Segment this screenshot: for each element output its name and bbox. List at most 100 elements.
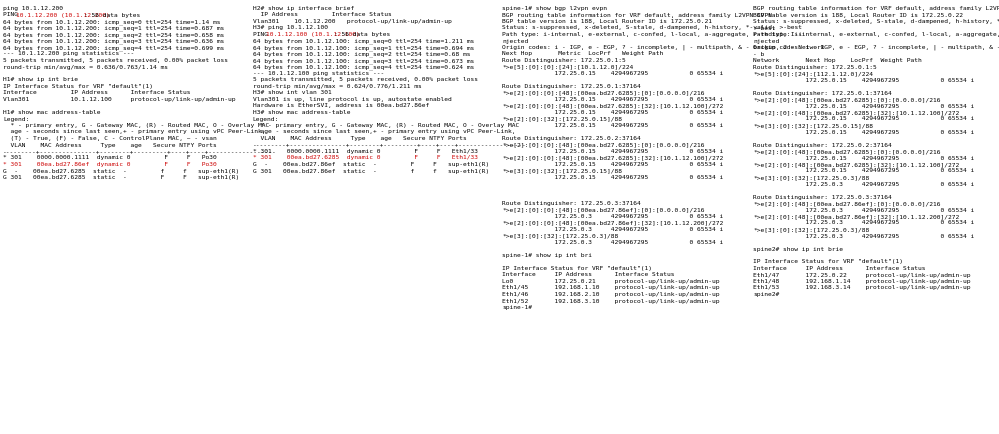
Text: spine-1# show bgp l2vpn evpn: spine-1# show bgp l2vpn evpn xyxy=(502,6,607,11)
Text: Route Distinguisher: 172.25.0.1:5: Route Distinguisher: 172.25.0.1:5 xyxy=(753,64,877,69)
Text: G 301   00ea.bd27.86ef  static  -         f     f   sup-eth1(R): G 301 00ea.bd27.86ef static - f f sup-et… xyxy=(253,168,489,173)
Text: Route Distinguisher: 172.25.0.1:37164: Route Distinguisher: 172.25.0.1:37164 xyxy=(502,84,641,89)
Text: * - primary entry, G - Gateway MAC, (R) - Routed MAC, O - Overlay MAC: * - primary entry, G - Gateway MAC, (R) … xyxy=(253,123,519,128)
Text: 172.25.0.15    4294967295           0 65534 i: 172.25.0.15 4294967295 0 65534 i xyxy=(502,123,723,128)
Text: ---------+---------------+--------+---------+----+----+------------------: ---------+---------------+--------+-----… xyxy=(253,142,526,147)
Text: 172.25.0.15    4294967295           0 65534 i: 172.25.0.15 4294967295 0 65534 i xyxy=(502,149,723,154)
Text: 64 bytes from 10.1.12.100: icmp_seq=1 ttl=254 time=0.694 ms: 64 bytes from 10.1.12.100: icmp_seq=1 tt… xyxy=(253,45,474,50)
Text: (T) - True, (F) - False, C - ControlPlane MAC, ~ - vsan: (T) - True, (F) - False, C - ControlPlan… xyxy=(3,136,217,141)
Text: 172.25.0.15    4294967295           0 65534 i: 172.25.0.15 4294967295 0 65534 i xyxy=(502,97,723,102)
Text: ---------+---------------+--------+---------+----+----+------------------: ---------+---------------+--------+-----… xyxy=(3,149,277,154)
Text: Interface     IP Address      Interface Status: Interface IP Address Interface Status xyxy=(502,272,675,277)
Text: *>e[5]:[0]:[0]:[24]:[10.1.12.0]/224: *>e[5]:[0]:[0]:[24]:[10.1.12.0]/224 xyxy=(502,64,633,69)
Text: * 301    0000.0000.1111  dynamic 0         F     F   Po30: * 301 0000.0000.1111 dynamic 0 F F Po30 xyxy=(3,155,217,160)
Text: 64 bytes from 10.1.12.200: icmp_seq=3 ttl=254 time=0.636 ms: 64 bytes from 10.1.12.200: icmp_seq=3 tt… xyxy=(3,39,224,44)
Text: age - seconds since last seen,+ - primary entry using vPC Peer-Link,: age - seconds since last seen,+ - primar… xyxy=(3,129,266,134)
Text: Eth1/52       192.168.3.10    protocol-up/link-up/admin-up: Eth1/52 192.168.3.10 protocol-up/link-up… xyxy=(502,298,720,303)
Text: 5 packets transmitted, 5 packets received, 0.00% packet loss: 5 packets transmitted, 5 packets receive… xyxy=(253,77,478,82)
Text: Route Distinguisher: 172.25.0.2:37164: Route Distinguisher: 172.25.0.2:37164 xyxy=(753,142,892,147)
Text: *>e[2]:[0]:[48]:[00ea.bd27.86ef]:[0]:[0.0.0.0]/216: *>e[2]:[0]:[48]:[00ea.bd27.86ef]:[0]:[0.… xyxy=(753,201,941,206)
Text: 64 bytes from 10.1.12.100: icmp_seq=3 ttl=254 time=0.673 ms: 64 bytes from 10.1.12.100: icmp_seq=3 tt… xyxy=(253,58,474,63)
Text: *>e[3]:[0]:[32]:[172.25.0.3]/88: *>e[3]:[0]:[32]:[172.25.0.3]/88 xyxy=(753,227,869,231)
Text: round-trip min/avg/max = 0.636/0.763/1.14 ms: round-trip min/avg/max = 0.636/0.763/1.1… xyxy=(3,64,168,69)
Text: H3# show int vlan 301: H3# show int vlan 301 xyxy=(253,90,332,95)
Text: 172.25.0.3     4294967295           0 65534 i: 172.25.0.3 4294967295 0 65534 i xyxy=(753,181,974,186)
Text: *>e[2]:[0]:[32]:[172.25.0.15]/88: *>e[2]:[0]:[32]:[172.25.0.15]/88 xyxy=(502,116,622,121)
Text: *>e[2]:[0]:[0]:[48]:[00ea.bd27.6285]:[32]:[10.1.12.100]/272: *>e[2]:[0]:[0]:[48]:[00ea.bd27.6285]:[32… xyxy=(502,103,723,108)
Text: - b: - b xyxy=(753,51,764,56)
Text: njected: njected xyxy=(502,39,528,43)
Text: Eth1/48       192.168.1.14    protocol-up/link-up/admin-up: Eth1/48 192.168.1.14 protocol-up/link-up… xyxy=(753,278,971,283)
Text: *>e[2]:[0]:[48]:[00ea.bd27.6285]:[32]:[10.1.12.100]/272: *>e[2]:[0]:[48]:[00ea.bd27.6285]:[32]:[1… xyxy=(753,110,959,115)
Text: BGP routing table information for VRF default, address family L2VPN EVPN: BGP routing table information for VRF de… xyxy=(753,6,999,11)
Text: Vlan301 is up, line protocol is up, autostate enabled: Vlan301 is up, line protocol is up, auto… xyxy=(253,97,452,102)
Text: 172.25.0.3     4294967295           0 65534 i: 172.25.0.3 4294967295 0 65534 i xyxy=(502,214,723,218)
Text: *>e[2]:[0]:[48]:[00ea.bd27.6285]:[32]:[10.1.12.100]/272: *>e[2]:[0]:[48]:[00ea.bd27.6285]:[32]:[1… xyxy=(753,161,959,167)
Text: 172.25.0.3     4294967295           0 65534 i: 172.25.0.3 4294967295 0 65534 i xyxy=(753,220,974,225)
Text: G  -    00ea.bd27.86ef  static  -         F     F   sup-eth1(R): G - 00ea.bd27.86ef static - F F sup-eth1… xyxy=(253,161,489,167)
Text: : 56 data bytes: : 56 data bytes xyxy=(334,32,390,37)
Text: Eth1/47       172.25.0.22     protocol-up/link-up/admin-up: Eth1/47 172.25.0.22 protocol-up/link-up/… xyxy=(753,272,971,277)
Text: 172.25.0.15    4294967295           0 65534 i: 172.25.0.15 4294967295 0 65534 i xyxy=(502,174,723,180)
Text: *>e[2]:[0]:[0]:[48]:[00ea.bd27.86ef]:[32]:[10.1.12.200]/272: *>e[2]:[0]:[0]:[48]:[00ea.bd27.86ef]:[32… xyxy=(502,220,723,225)
Text: Next Hop       Metric  LocPrf   Weight Path: Next Hop Metric LocPrf Weight Path xyxy=(502,51,663,56)
Text: G  -    00ea.bd27.6285  static  -         f     f   sup-eth1(R): G - 00ea.bd27.6285 static - f f sup-eth1… xyxy=(3,168,239,173)
Text: *>e[2]:[0]:[48]:[00ea.bd27.6285]:[0]:[0.0.0.0]/216: *>e[2]:[0]:[48]:[00ea.bd27.6285]:[0]:[0.… xyxy=(753,97,941,102)
Text: *>e[5]:[0]:[24]:[112.1.12.0]/224: *>e[5]:[0]:[24]:[112.1.12.0]/224 xyxy=(753,71,873,76)
Text: Status: s-suppressed, x-deleted, S-stale, d-dampened, h-history, *-valid, >-best: Status: s-suppressed, x-deleted, S-stale… xyxy=(502,26,802,30)
Text: * 301    00ea.bd27.86ef  dynamic 0         F     F   Po30: * 301 00ea.bd27.86ef dynamic 0 F F Po30 xyxy=(3,161,217,167)
Text: Lo0           172.25.0.21     protocol-up/link-up/admin-up: Lo0 172.25.0.21 protocol-up/link-up/admi… xyxy=(502,278,720,283)
Text: H1# show ip int brie: H1# show ip int brie xyxy=(3,77,78,82)
Text: 5 packets transmitted, 5 packets received, 0.00% packet loss: 5 packets transmitted, 5 packets receive… xyxy=(3,58,228,63)
Text: 10.1.12.100 (10.1.12.100): 10.1.12.100 (10.1.12.100) xyxy=(267,32,360,37)
Text: Interface     IP Address      Interface Status: Interface IP Address Interface Status xyxy=(753,265,926,270)
Text: Eth1/45       192.168.1.10    protocol-up/link-up/admin-up: Eth1/45 192.168.1.10 protocol-up/link-up… xyxy=(502,285,720,290)
Text: 172.25.0.3     4294967295           0 65534 i: 172.25.0.3 4294967295 0 65534 i xyxy=(753,233,974,238)
Text: 64 bytes from 10.1.12.200: icmp_seq=0 ttl=254 time=1.14 ms: 64 bytes from 10.1.12.200: icmp_seq=0 tt… xyxy=(3,19,221,25)
Text: Legend:: Legend: xyxy=(253,116,279,121)
Text: Route Distinguisher: 172.25.0.2:37164: Route Distinguisher: 172.25.0.2:37164 xyxy=(502,136,641,141)
Text: Route Distinguisher: 172.25.0.3:37164: Route Distinguisher: 172.25.0.3:37164 xyxy=(502,201,641,206)
Text: VLAN    MAC Address     Type    age   Secure NTFY Ports: VLAN MAC Address Type age Secure NTFY Po… xyxy=(3,142,217,147)
Text: BGP table version is 188, Local Router ID is 172.25.0.22: BGP table version is 188, Local Router I… xyxy=(753,13,963,17)
Text: njected: njected xyxy=(753,39,779,43)
Text: IP Interface Status for VRF "default"(1): IP Interface Status for VRF "default"(1) xyxy=(502,265,652,270)
Text: Eth1/46       192.168.2.10    protocol-up/link-up/admin-up: Eth1/46 192.168.2.10 protocol-up/link-up… xyxy=(502,291,720,296)
Text: spine2# show ip int brie: spine2# show ip int brie xyxy=(753,246,843,251)
Text: PING: PING xyxy=(3,13,22,17)
Text: * 301    0000.0000.1111  dynamic 0         F     F   Eth1/33: * 301 0000.0000.1111 dynamic 0 F F Eth1/… xyxy=(253,149,478,154)
Text: 64 bytes from 10.1.12.100: icmp_seq=4 ttl=254 time=0.624 ms: 64 bytes from 10.1.12.100: icmp_seq=4 tt… xyxy=(253,64,474,70)
Text: Eth1/53       192.168.3.14    protocol-up/link-up/admin-up: Eth1/53 192.168.3.14 protocol-up/link-up… xyxy=(753,285,971,290)
Text: Vlan301    10.1.12.200   protocol-up/link-up/admin-up: Vlan301 10.1.12.200 protocol-up/link-up/… xyxy=(253,19,452,24)
Text: 172.25.0.15    4294967295           0 65534 i: 172.25.0.15 4294967295 0 65534 i xyxy=(753,129,974,134)
Text: >-best: >-best xyxy=(753,26,776,30)
Text: Legend:: Legend: xyxy=(3,116,29,121)
Text: BGP table version is 188, Local Router ID is 172.25.0.21: BGP table version is 188, Local Router I… xyxy=(502,19,712,24)
Text: *>e[3]:[0]:[32]:[172.25.0.3]/88: *>e[3]:[0]:[32]:[172.25.0.3]/88 xyxy=(502,233,618,238)
Text: H2# show ip interface brief: H2# show ip interface brief xyxy=(253,6,354,11)
Text: 172.25.0.15    4294967295           0 65534 i: 172.25.0.15 4294967295 0 65534 i xyxy=(502,110,723,115)
Text: 172.25.0.15    4294967295           0 65534 i: 172.25.0.15 4294967295 0 65534 i xyxy=(753,77,974,82)
Text: H3# show mac address-table: H3# show mac address-table xyxy=(253,110,351,115)
Text: 172.25.0.15    4294967295           0 65534 i: 172.25.0.15 4294967295 0 65534 i xyxy=(753,155,974,160)
Text: * 301    00ea.bd27.6285  dynamic 0         F     F   Eth1/33: * 301 00ea.bd27.6285 dynamic 0 F F Eth1/… xyxy=(253,155,478,160)
Text: : 56 data bytes: : 56 data bytes xyxy=(84,13,140,17)
Text: 172.25.0.3     4294967295           0 65534 i: 172.25.0.3 4294967295 0 65534 i xyxy=(502,240,723,244)
Text: *>e[2]:[0]:[0]:[48]:[00ea.bd27.6285]:[0]:[0.0.0.0]/216: *>e[2]:[0]:[0]:[48]:[00ea.bd27.6285]:[0]… xyxy=(502,90,705,95)
Text: H3# ping 10.1.12.100: H3# ping 10.1.12.100 xyxy=(253,26,328,30)
Text: 64 bytes from 10.1.12.100: icmp_seq=2 ttl=254 time=0.68 ms: 64 bytes from 10.1.12.100: icmp_seq=2 tt… xyxy=(253,51,471,57)
Text: Hardware is EtherSVI, address is 00ea.bd27.86ef: Hardware is EtherSVI, address is 00ea.bd… xyxy=(253,103,429,108)
Text: age - seconds since last seen,+ - primary entry using vPC Peer-Link,: age - seconds since last seen,+ - primar… xyxy=(253,129,515,134)
Text: --- 10.1.12.100 ping statistics ---: --- 10.1.12.100 ping statistics --- xyxy=(253,71,384,76)
Text: 172.25.0.3     4294967295           0 65534 i: 172.25.0.3 4294967295 0 65534 i xyxy=(502,227,723,231)
Text: *>e[2]:[0]:[48]:[00ea.bd27.86ef]:[32]:[10.1.12.200]/272: *>e[2]:[0]:[48]:[00ea.bd27.86ef]:[32]:[1… xyxy=(753,214,959,218)
Text: *>e[2]:[0]:[0]:[48]:[00ea.bd27.6285]:[32]:[10.1.12.100]/272: *>e[2]:[0]:[0]:[48]:[00ea.bd27.6285]:[32… xyxy=(502,155,723,160)
Text: Vlan301           10.1.12.100     protocol-up/link-up/admin-up: Vlan301 10.1.12.100 protocol-up/link-up/… xyxy=(3,97,236,102)
Text: IP Interface Status for VRF "default"(1): IP Interface Status for VRF "default"(1) xyxy=(753,259,903,264)
Text: Route Distinguisher: 172.25.0.1:37164: Route Distinguisher: 172.25.0.1:37164 xyxy=(753,90,892,95)
Text: *>e[2]:[0]:[48]:[00ea.bd27.6285]:[0]:[0.0.0.0]/216: *>e[2]:[0]:[48]:[00ea.bd27.6285]:[0]:[0.… xyxy=(753,149,941,154)
Text: ping 10.1.12.200: ping 10.1.12.200 xyxy=(3,6,63,11)
Text: BGP routing table information for VRF default, address family L2VPN EVPN: BGP routing table information for VRF de… xyxy=(502,13,772,17)
Text: Path type: i-internal, e-external, c-confed, l-local, a-aggregate, r-redist, i: Path type: i-internal, e-external, c-con… xyxy=(753,32,999,37)
Text: * - primary entry, G - Gateway MAC, (R) - Routed MAC, O - Overlay MAC: * - primary entry, G - Gateway MAC, (R) … xyxy=(3,123,270,128)
